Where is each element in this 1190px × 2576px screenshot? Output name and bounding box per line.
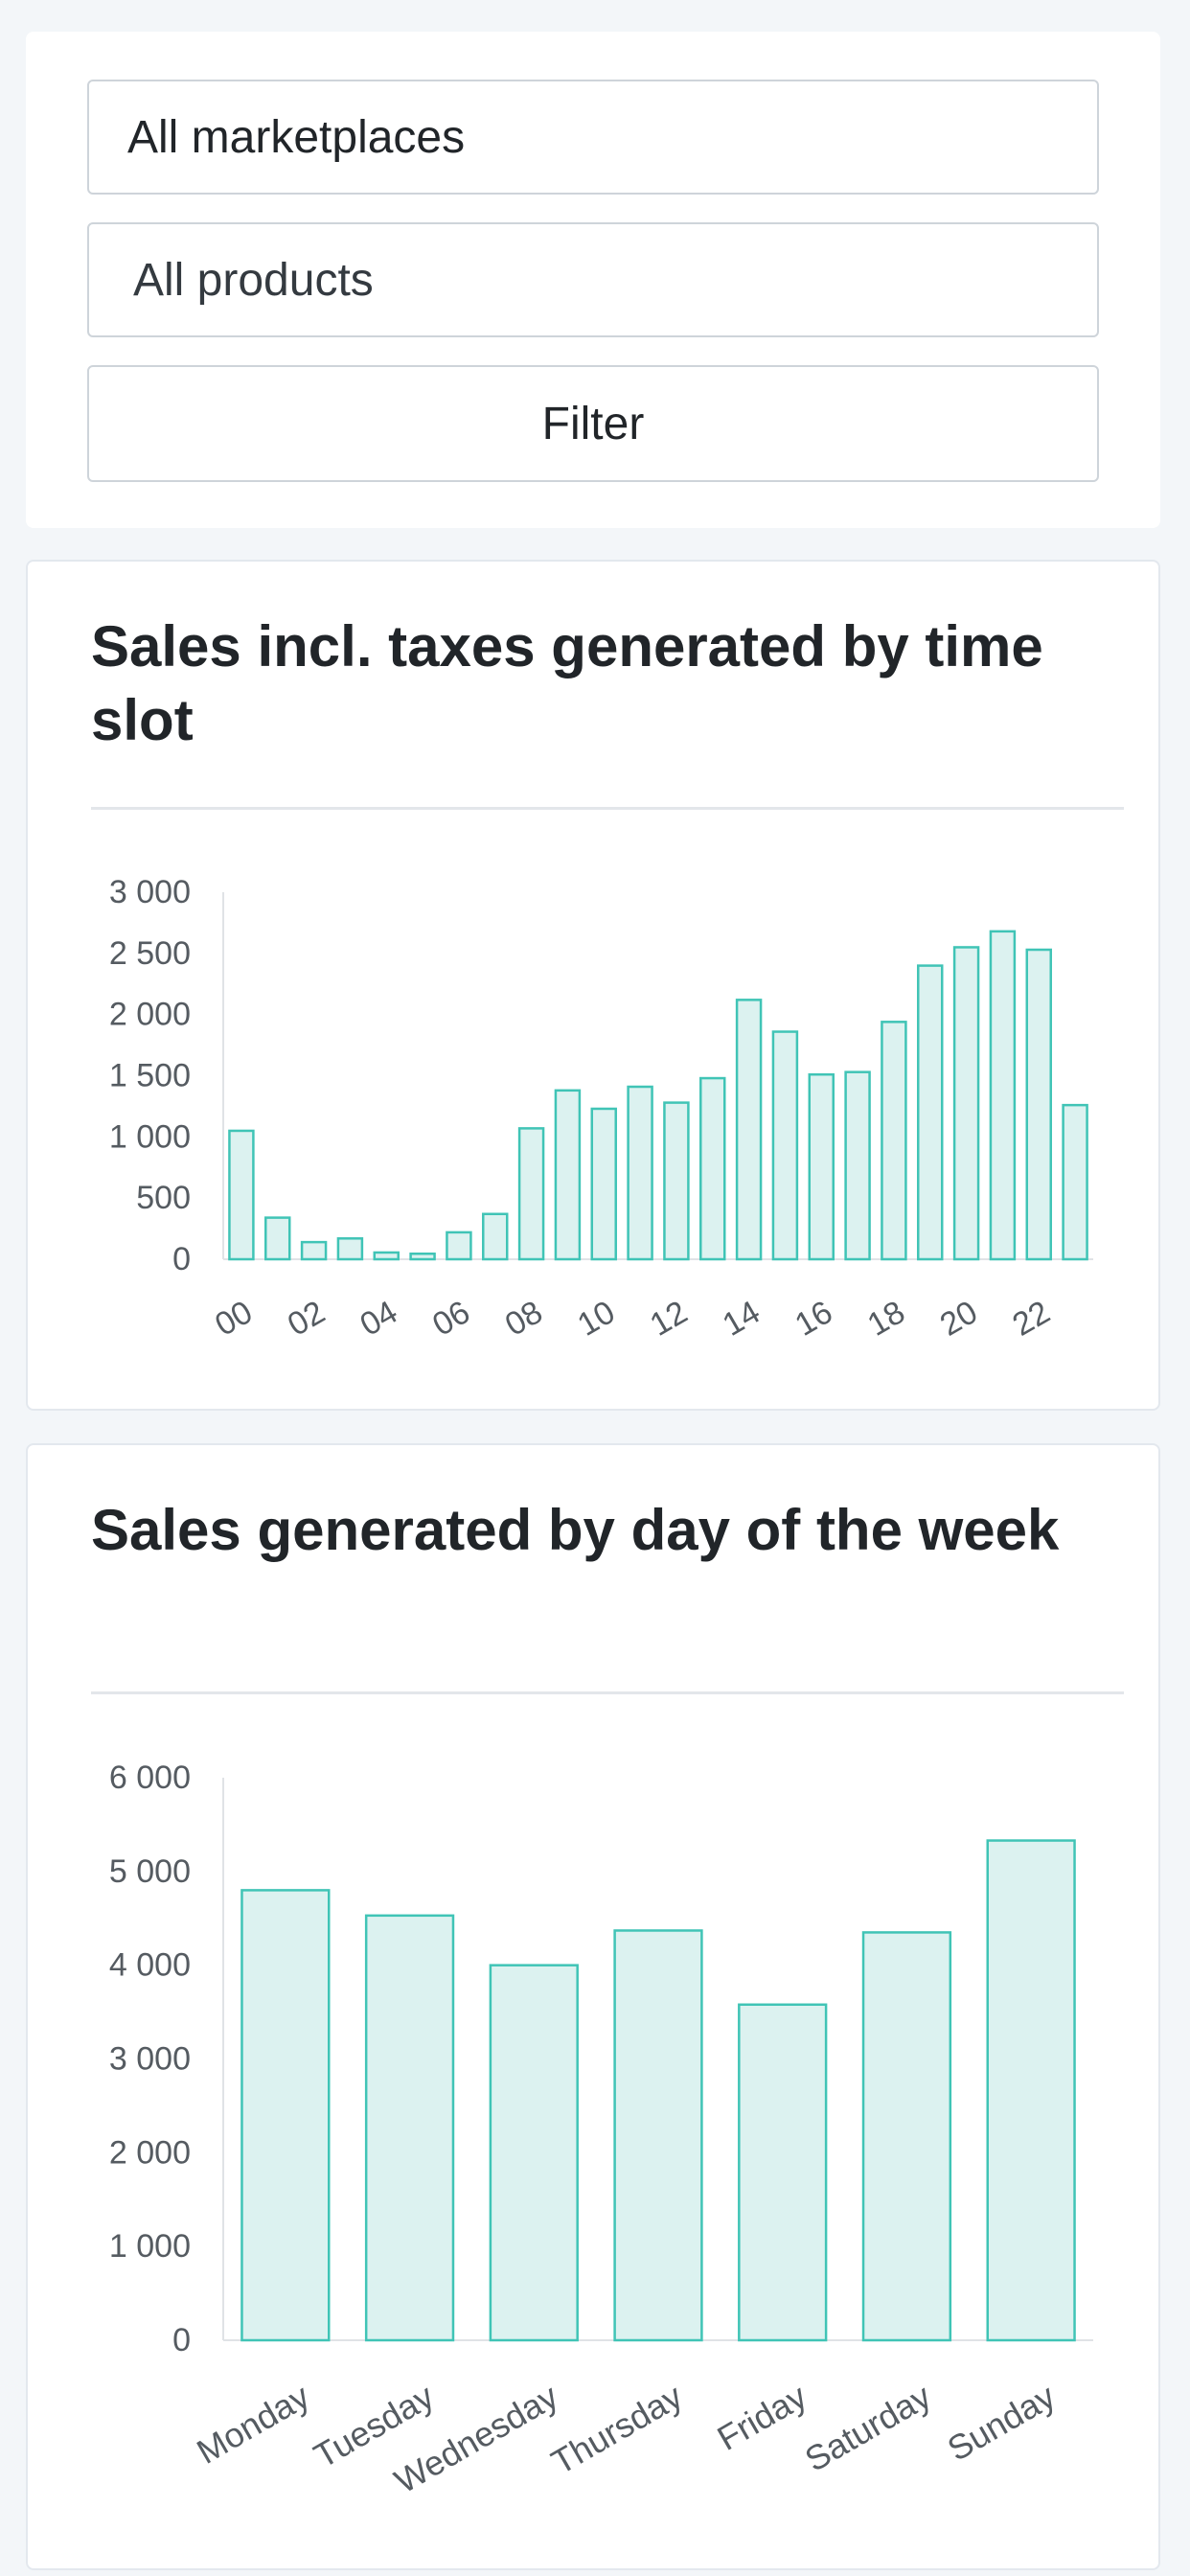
y-tick-label: 500: [136, 1180, 191, 1216]
bar: [808, 1072, 835, 1261]
bar: [228, 1129, 255, 1261]
x-tick-label: 12: [644, 1294, 694, 1344]
marketplace-select[interactable]: All marketplaces: [87, 80, 1099, 195]
x-tick-label: 10: [571, 1294, 621, 1344]
weekday-chart-card: Sales generated by day of the week 0 1 00…: [26, 1443, 1160, 2570]
y-tick-label: 0: [172, 1241, 191, 1277]
filter-panel: All marketplaces All products Filter: [26, 32, 1160, 528]
bar: [881, 1021, 907, 1261]
bar: [738, 2003, 828, 2342]
x-tick-label: 14: [717, 1294, 767, 1344]
card-divider: [91, 807, 1124, 810]
y-tick-label: 3 000: [109, 2041, 191, 2078]
x-tick-label: 22: [1006, 1294, 1056, 1344]
filter-button[interactable]: Filter: [87, 365, 1099, 482]
bar: [336, 1237, 364, 1261]
bar: [663, 1101, 690, 1261]
bar: [861, 1931, 952, 2342]
y-tick-label: 2 500: [109, 935, 191, 972]
x-tick-label: 20: [934, 1294, 984, 1344]
x-tick-label: Monday: [190, 2376, 315, 2472]
bar: [409, 1253, 436, 1261]
bar: [771, 1030, 799, 1261]
bar: [952, 946, 980, 1261]
bar: [590, 1107, 617, 1261]
y-tick-label: 2 000: [109, 2134, 191, 2171]
bar: [446, 1230, 472, 1261]
bar: [489, 1964, 579, 2342]
bar: [264, 1216, 291, 1261]
time-slot-chart-card: Sales incl. taxes generated by time slot…: [26, 560, 1160, 1411]
bar: [844, 1070, 871, 1261]
y-tick-label: 0: [172, 2322, 191, 2358]
bar: [373, 1251, 400, 1261]
bar: [300, 1240, 328, 1261]
bar: [917, 964, 944, 1261]
bar: [517, 1127, 545, 1261]
bar: [240, 1889, 331, 2342]
bar: [989, 930, 1017, 1261]
y-tick-label: 3 000: [109, 874, 191, 910]
bar: [364, 1914, 455, 2342]
y-tick-label: 1 500: [109, 1058, 191, 1094]
time-slot-chart-title: Sales incl. taxes generated by time slot: [91, 614, 1043, 752]
x-tick-label: 04: [354, 1294, 403, 1344]
x-tick-label: Sunday: [941, 2376, 1062, 2469]
y-tick-label: 4 000: [109, 1947, 191, 1984]
x-tick-label: 02: [282, 1294, 332, 1344]
y-tick-label: 5 000: [109, 1853, 191, 1890]
y-tick-label: 6 000: [109, 1760, 191, 1796]
product-select[interactable]: All products: [87, 222, 1099, 337]
x-tick-label: Saturday: [798, 2376, 937, 2479]
bar: [627, 1085, 653, 1261]
y-tick-label: 1 000: [109, 1118, 191, 1155]
x-tick-label: 08: [499, 1294, 549, 1344]
bar: [613, 1929, 703, 2342]
x-tick-label: 06: [426, 1294, 476, 1344]
bar: [986, 1839, 1076, 2342]
bar: [735, 999, 763, 1261]
x-tick-label: 00: [209, 1294, 259, 1344]
card-divider: [91, 1691, 1124, 1694]
y-tick-label: 2 000: [109, 997, 191, 1033]
time-slot-bar-chart: 0 500 1 000 1 500 2 000 2 500 3 000 00 02 04 06 08 1…: [109, 874, 1093, 1344]
weekday-chart-title: Sales generated by day of the week: [91, 1498, 1060, 1562]
y-tick-label: 1 000: [109, 2228, 191, 2265]
bar: [1062, 1103, 1088, 1261]
x-tick-label: 18: [861, 1294, 911, 1344]
bar: [699, 1076, 726, 1261]
bar: [482, 1212, 509, 1261]
x-tick-label: 16: [789, 1294, 838, 1344]
bar: [554, 1089, 582, 1261]
bar: [1025, 948, 1052, 1261]
x-tick-label: Thursday: [545, 2376, 689, 2482]
